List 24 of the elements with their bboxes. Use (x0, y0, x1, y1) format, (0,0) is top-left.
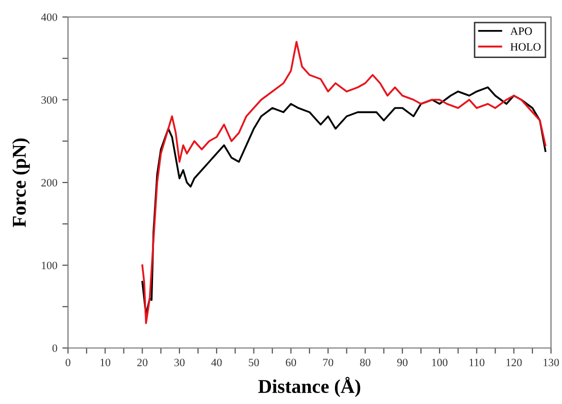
x-tick-label: 20 (137, 358, 148, 366)
x-tick-label: 80 (360, 358, 370, 366)
y-tick-label: 0 (52, 344, 58, 352)
x-tick-label: 0 (66, 358, 70, 366)
y-tick-label: 200 (41, 178, 58, 186)
x-tick-label: 30 (174, 358, 185, 366)
x-tick-label: 110 (470, 358, 484, 366)
x-axis-title: Distance (Å) (258, 376, 360, 397)
x-tick-label: 70 (323, 358, 334, 366)
y-tick-label: 100 (42, 262, 58, 270)
x-tick-label: 50 (248, 358, 259, 366)
line-series (141, 40, 546, 324)
y-axis-title: Force (pN) (12, 138, 30, 228)
x-tick-label: 130 (544, 358, 559, 366)
x-tick-label: 120 (506, 358, 522, 366)
x-tick-label: 100 (432, 358, 448, 366)
y-tick-label: 400 (41, 13, 58, 21)
legend-label: HOLO (510, 43, 541, 51)
y-tick-label: 300 (41, 96, 58, 104)
legend-label: APO (510, 27, 532, 35)
x-tick-label: 90 (397, 358, 408, 366)
x-tick-label: 10 (100, 358, 110, 366)
x-tick-label: 40 (211, 358, 222, 366)
x-tick-label: 60 (286, 358, 296, 366)
